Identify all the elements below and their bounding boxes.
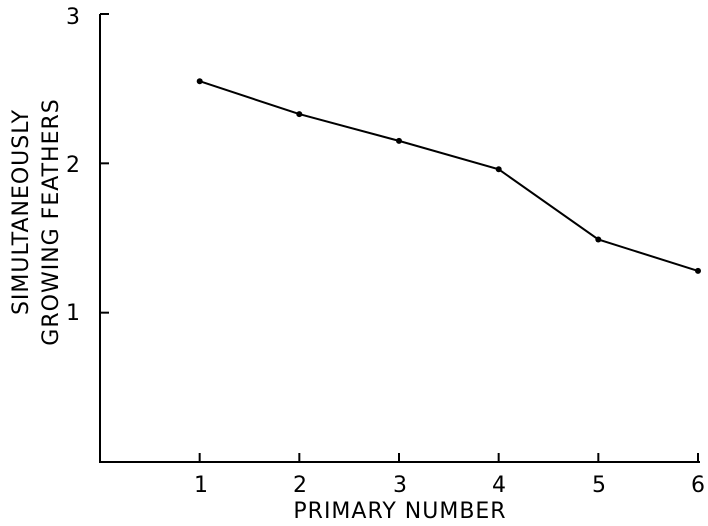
ticks (100, 13, 699, 462)
x-tick-label-6: 6 (691, 473, 705, 498)
series-line-0 (199, 80, 699, 272)
x-tick-label-2: 2 (293, 473, 307, 498)
y-axis-label-line-2: GROWING FEATHERS (39, 98, 64, 345)
series (196, 78, 701, 274)
x-tick-label-3: 3 (393, 473, 407, 498)
x-axis-label: PRIMARY NUMBER (293, 499, 506, 524)
y-tick-label-2: 2 (66, 153, 80, 178)
data-point-6 (695, 267, 701, 274)
x-tick-label-1: 1 (194, 473, 208, 498)
y-axis-label-line-1: SIMULTANEOUSLY (9, 109, 34, 315)
x-tick-label-4: 4 (492, 473, 506, 498)
data-point-1 (196, 78, 203, 85)
data-point-2 (296, 111, 303, 118)
data-point-4 (495, 166, 502, 173)
data-point-5 (595, 236, 602, 243)
y-tick-label-3: 3 (66, 5, 80, 30)
x-tick-label-5: 5 (592, 473, 606, 498)
data-point-3 (396, 137, 402, 144)
axes (99, 14, 700, 463)
y-tick-label-1: 1 (66, 301, 80, 326)
